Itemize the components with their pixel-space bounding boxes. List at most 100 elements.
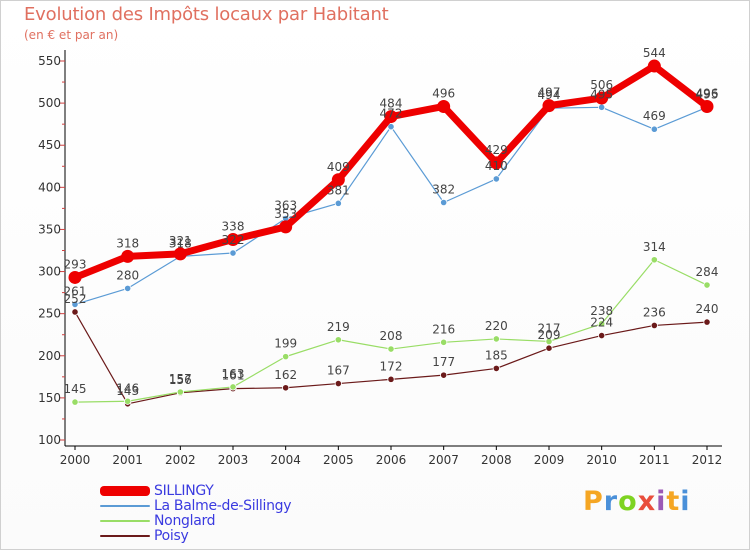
data-label: 321	[169, 234, 192, 248]
logo-letter: o	[618, 486, 638, 517]
data-label: 484	[380, 97, 403, 111]
data-label: 469	[643, 109, 666, 123]
data-point	[440, 371, 448, 379]
data-point	[226, 233, 240, 247]
legend-label: Nonglard	[154, 513, 216, 529]
data-point	[71, 398, 79, 406]
data-point	[492, 335, 500, 343]
data-label: 495	[696, 87, 719, 101]
data-label: 208	[380, 329, 403, 343]
y-tick-label: 100	[38, 433, 61, 447]
data-point	[647, 59, 661, 73]
data-label: 284	[696, 265, 719, 279]
data-point	[71, 308, 79, 316]
data-point	[124, 284, 132, 292]
legend-swatch	[100, 535, 150, 537]
data-label: 261	[64, 284, 87, 298]
data-label: 224	[590, 316, 613, 330]
data-point	[598, 320, 606, 328]
data-label: 185	[485, 348, 508, 362]
data-point	[492, 364, 500, 373]
data-point	[173, 247, 187, 261]
data-point	[387, 345, 395, 353]
data-label: 353	[274, 207, 297, 221]
data-point	[71, 300, 79, 309]
data-label: 322	[222, 233, 245, 247]
data-point	[387, 375, 395, 383]
data-point	[545, 344, 553, 352]
data-label: 363	[274, 198, 297, 212]
data-label: 409	[327, 160, 350, 174]
legend-label: La Balme-de-Sillingy	[154, 498, 292, 514]
data-label: 382	[432, 182, 455, 196]
data-label: 157	[169, 372, 192, 386]
logo-letter: i	[680, 486, 691, 517]
data-label: 220	[485, 319, 508, 333]
data-point	[384, 110, 398, 124]
data-label: 506	[590, 78, 613, 92]
x-tick-label: 2009	[534, 453, 565, 467]
proxiti-logo: Proxiti	[583, 486, 691, 517]
data-label: 240	[696, 302, 719, 316]
data-point	[124, 397, 132, 405]
x-tick-label: 2000	[60, 453, 91, 467]
data-label: 146	[116, 381, 139, 395]
y-tick-label: 350	[38, 222, 61, 236]
data-point	[542, 99, 556, 113]
data-label: 163	[222, 367, 245, 381]
data-point	[121, 249, 135, 263]
data-label: 219	[327, 320, 350, 334]
legend-swatch	[100, 520, 150, 522]
data-point	[650, 256, 658, 264]
x-tick-label: 2010	[586, 453, 617, 467]
data-label: 167	[327, 364, 350, 378]
data-point	[545, 337, 553, 346]
data-label: 495	[590, 87, 613, 101]
data-label: 314	[643, 240, 666, 254]
data-label: 172	[380, 359, 403, 373]
y-tick-label: 450	[38, 138, 61, 152]
data-label: 145	[64, 382, 87, 396]
data-label: 338	[222, 220, 245, 234]
x-tick-label: 2011	[639, 453, 670, 467]
x-tick-label: 2012	[692, 453, 723, 467]
chart-title: Evolution des Impôts locaux par Habitant	[24, 4, 389, 25]
data-point	[703, 281, 711, 289]
legend-swatch	[100, 486, 150, 496]
data-point	[279, 220, 293, 234]
data-label: 410	[485, 159, 508, 173]
y-tick-label: 500	[38, 96, 61, 110]
logo-letter: x	[637, 486, 657, 517]
data-label: 252	[64, 292, 87, 306]
data-label: 161	[222, 369, 245, 383]
data-label: 216	[432, 322, 455, 336]
data-point	[68, 270, 82, 284]
data-point	[650, 125, 658, 133]
data-point	[489, 156, 503, 170]
y-tick-label: 550	[38, 54, 61, 68]
x-tick-label: 2002	[165, 453, 196, 467]
data-point	[229, 249, 237, 257]
data-point	[703, 318, 711, 326]
data-point	[440, 198, 448, 207]
data-point	[334, 336, 342, 344]
data-point	[440, 338, 448, 346]
legend-swatch	[100, 505, 150, 507]
chart-subtitle: (en € et par an)	[24, 28, 119, 42]
data-point	[700, 99, 714, 113]
x-tick-label: 2003	[218, 453, 249, 467]
y-tick-label: 150	[38, 391, 61, 405]
data-label: 318	[116, 236, 139, 250]
data-point	[598, 103, 606, 111]
x-tick-label: 2004	[270, 453, 301, 467]
data-point	[229, 383, 237, 391]
data-label: 156	[169, 373, 192, 387]
x-tick-label: 2006	[376, 453, 407, 467]
x-tick-label: 2007	[428, 453, 459, 467]
data-point	[437, 99, 451, 113]
x-tick-label: 2005	[323, 453, 354, 467]
data-label: 177	[432, 355, 455, 369]
data-label: 143	[116, 384, 139, 398]
